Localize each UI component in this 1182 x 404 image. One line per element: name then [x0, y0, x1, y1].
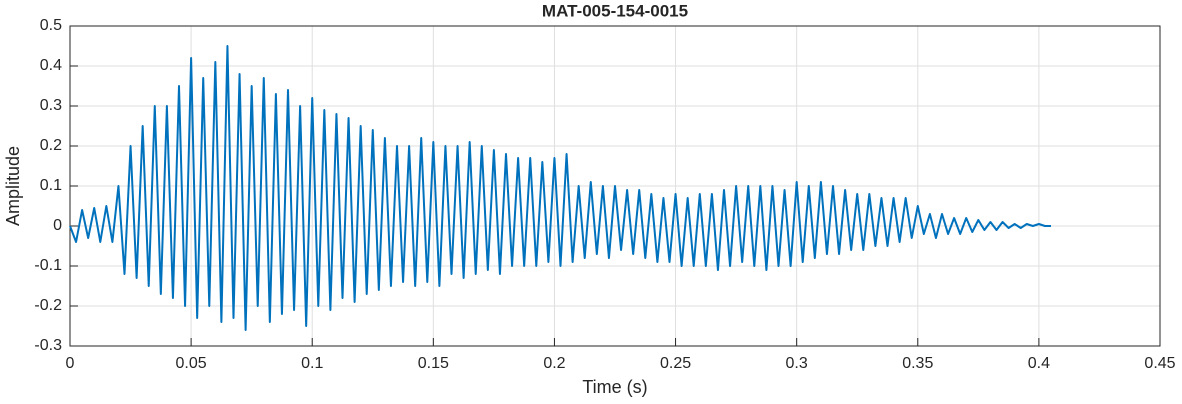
x-tick-label: 0.35 [902, 355, 933, 372]
x-tick-label: 0.1 [301, 355, 323, 372]
x-axis-label: Time (s) [582, 377, 647, 397]
x-tick-label: 0 [66, 355, 75, 372]
plot-frame [69, 25, 1161, 347]
y-tick-label: 0.2 [40, 137, 62, 154]
x-tick-label: 0.2 [543, 355, 565, 372]
y-tick-label: 0.4 [40, 57, 62, 74]
x-tick-label: 0.15 [418, 355, 449, 372]
x-tick-label: 0.3 [786, 355, 808, 372]
waveform-line [69, 45, 1051, 331]
x-tick-label: 0.05 [176, 355, 207, 372]
x-tick-label: 0.4 [1028, 355, 1050, 372]
x-tick-label: 0.45 [1144, 355, 1175, 372]
y-tick-label: 0.5 [40, 17, 62, 34]
y-tick-label: -0.2 [34, 297, 62, 314]
chart-title: MAT-005-154-0015 [542, 1, 688, 20]
y-tick-label: 0.1 [40, 177, 62, 194]
y-axis-label: Amplitude [3, 146, 23, 226]
x-tick-label: 0.25 [660, 355, 691, 372]
y-tick-label: -0.1 [34, 257, 62, 274]
y-tick-label: 0 [53, 217, 62, 234]
y-tick-label: -0.3 [34, 337, 62, 354]
y-tick-label: 0.3 [40, 97, 62, 114]
